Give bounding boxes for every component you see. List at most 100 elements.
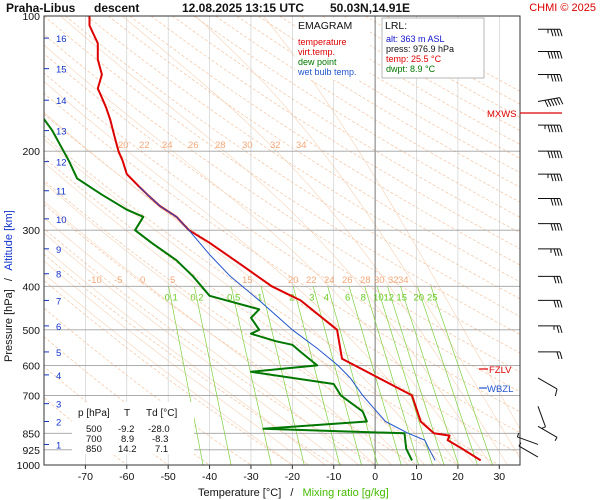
- pressure-tick-label: 200: [22, 146, 40, 158]
- barb-feather: [553, 29, 557, 37]
- barb-staff: [537, 425, 558, 438]
- barb-feather: [556, 300, 560, 308]
- adiabat-label: 20: [118, 140, 129, 151]
- x-tick-label: -50: [161, 471, 176, 483]
- barb-feather: [518, 442, 522, 447]
- y-axis-pressure-label: Pressure [hPa]: [3, 289, 15, 362]
- barb-feather: [550, 98, 555, 106]
- wind-barb: [538, 351, 563, 360]
- barb-feather: [559, 97, 564, 105]
- adiabat-label: 5: [170, 275, 175, 286]
- wind-barb: [538, 173, 563, 182]
- table-header-t: T: [124, 408, 130, 419]
- y-axis-label: Pressure [hPa] / Altitude [km]: [3, 210, 15, 362]
- mixing-ratio-label: 0.2: [190, 292, 203, 303]
- barb-feather: [556, 325, 560, 334]
- dry-adiabat: [172, 16, 520, 234]
- mixing-ratio-line: [364, 286, 419, 465]
- adiabat-label: 30: [374, 275, 385, 286]
- mixing-ratio-label: 0.5: [227, 292, 240, 303]
- series-dew-pointline: [44, 117, 413, 461]
- x-axis-sep: /: [290, 487, 294, 499]
- wind-barb: [538, 51, 563, 59]
- dry-adiabat: [44, 228, 376, 465]
- mixing-ratio-label: 2: [289, 292, 294, 303]
- pressure-tick-label: 1000: [17, 460, 41, 472]
- x-axis-mix-label: Mixing ratio [g/kg]: [302, 487, 388, 499]
- mxws-label: MXWS: [487, 109, 517, 120]
- barb-feather: [553, 51, 557, 59]
- altitude-tick-label: 2: [56, 417, 61, 428]
- y-axis-alt-label: Altitude [km]: [3, 210, 15, 271]
- barb-feather: [559, 173, 563, 182]
- mixing-ratio-label: 20: [413, 292, 424, 303]
- altitude-tick-label: 9: [56, 245, 61, 256]
- legend-title: EMAGRAM: [298, 20, 352, 32]
- barb-feather: [559, 29, 563, 37]
- barb-feather: [553, 223, 557, 231]
- barb-feather: [559, 300, 563, 308]
- barb-feather: [547, 151, 551, 159]
- table-header-p: p [hPa]: [78, 408, 110, 419]
- adiabat-label: 15: [242, 275, 253, 286]
- altitude-tick-label: 5: [56, 348, 61, 359]
- pressure-tick-label: 925: [22, 445, 40, 457]
- fzlv-label: FZLV: [489, 365, 512, 376]
- adiabat-label: -5: [114, 275, 122, 286]
- x-tick-label: -60: [119, 471, 134, 483]
- dry-adiabat: [44, 53, 520, 373]
- barb-feather: [550, 124, 554, 133]
- legend-virt-temp: virt.temp.: [298, 47, 335, 57]
- barb-feather: [553, 198, 557, 206]
- barb-feather: [547, 51, 551, 59]
- adiabat-label: 28: [215, 140, 226, 151]
- pressure-tick-label: 300: [22, 225, 40, 237]
- chmi-credit: CHMI © 2025: [529, 2, 596, 14]
- surface-temperature: temp: 25.5 °C: [386, 54, 442, 64]
- series-wet-bulb-temp-line: [138, 186, 436, 461]
- moist-adiabat: [263, 16, 520, 430]
- wind-barb: [537, 377, 558, 397]
- mixing-ratio-label: 15: [396, 292, 407, 303]
- barb-feather: [556, 97, 561, 105]
- mixing-ratio-label: 4: [324, 292, 329, 303]
- wind-barb: [538, 124, 563, 133]
- table-row-1-td: -8.3: [152, 434, 168, 445]
- mixing-ratio-label: 6: [345, 292, 350, 303]
- dry-adiabat: [44, 34, 520, 354]
- dry-adiabat: [150, 16, 520, 250]
- mixing-ratio-label: 10: [373, 292, 384, 303]
- barb-feather: [556, 51, 560, 59]
- altitude-tick-label: 11: [56, 187, 66, 198]
- barb-feather: [554, 437, 558, 442]
- wind-barb: [538, 275, 563, 284]
- levels-table: p [hPa] T Td [°C] 500 -9.2 -28.0 700 8.9…: [72, 402, 194, 455]
- surface-dewpoint: dwpt: 8.9 °C: [386, 64, 436, 74]
- x-tick-label: -30: [243, 471, 258, 483]
- dry-adiabat: [44, 72, 520, 393]
- barb-feather: [541, 426, 546, 429]
- wind-barb: [518, 442, 539, 458]
- adiabat-label: 34: [296, 140, 307, 151]
- barb-feather: [553, 248, 557, 256]
- adiabat-label: 24: [324, 275, 335, 286]
- x-tick-label: 20: [452, 471, 464, 483]
- barb-feather: [559, 74, 563, 82]
- pressure-tick-label: 700: [22, 390, 40, 402]
- sounding-mode: descent: [94, 1, 139, 15]
- mixing-ratio-label: 0.1: [165, 292, 178, 303]
- barb-feather: [516, 433, 520, 438]
- wind-barb: [516, 433, 539, 445]
- mixing-ratio-line: [168, 286, 204, 465]
- wind-barb: [538, 248, 563, 256]
- x-axis-label: Temperature [°C] / Mixing ratio [g/kg]: [198, 487, 389, 499]
- barb-feather: [547, 99, 552, 107]
- mixing-ratio-line: [292, 286, 340, 465]
- barb-feather: [559, 223, 563, 231]
- mixing-ratio-label: 3: [309, 292, 314, 303]
- table-row-0-p: 500: [86, 424, 102, 435]
- sounding-coords: 50.03N,14.91E: [330, 1, 410, 15]
- mixing-ratio-line: [376, 286, 433, 465]
- barb-feather: [559, 276, 563, 284]
